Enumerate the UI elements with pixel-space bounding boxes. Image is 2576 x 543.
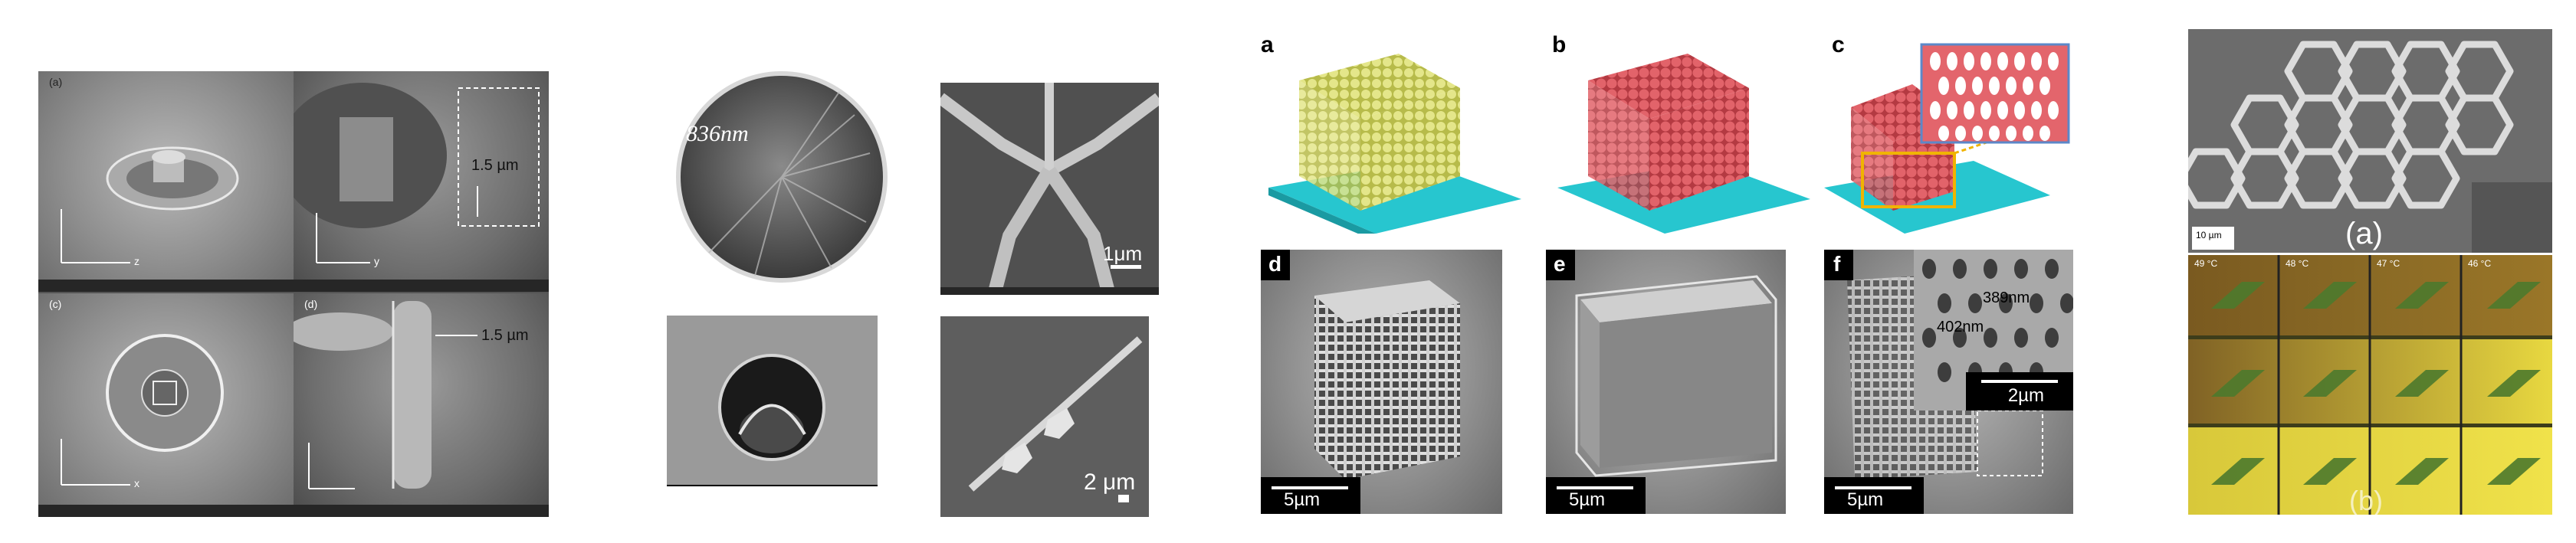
corner-box (1824, 250, 1853, 280)
scale-label: 5µm (1847, 489, 1884, 510)
sem-info-bar (294, 505, 549, 517)
axis-label: z (134, 255, 139, 267)
axis-label: x (134, 477, 139, 489)
sem-info-bar (294, 280, 549, 292)
model-b (1542, 46, 1818, 234)
scale-bar-box (1546, 477, 1646, 514)
scale-label: 1μm (1103, 242, 1143, 265)
scale-label: 5µm (1569, 489, 1606, 510)
temperature-label: 46 °C (2468, 258, 2492, 269)
scale-bar (1835, 486, 1911, 489)
subpanel-label: (d) (304, 298, 318, 310)
ring-top-view (61, 334, 224, 486)
sem-subpanel-b: 1.5 µm y (294, 71, 549, 292)
model-c-svg (1824, 43, 2070, 234)
scale-label: 10 µm (2196, 230, 2222, 240)
temperature-label: 47 °C (2377, 258, 2400, 269)
scale-label: 2µm (2007, 385, 2044, 406)
sem-info-bar (38, 505, 294, 517)
figure-label-d: d (1268, 252, 1282, 276)
corner-box (1261, 250, 1290, 280)
panel-label-a: (a) (2345, 217, 2383, 250)
cavity-image (667, 316, 878, 516)
corner-box (1546, 250, 1575, 280)
panel-label-b: (b) (2349, 485, 2383, 515)
sem-block-f: 389nm 402nm 2µm 5µm f (1824, 250, 2073, 514)
bead-svg (968, 336, 1143, 502)
scale-label: 5µm (1284, 489, 1321, 510)
sem-block-e: 5µm e (1546, 250, 1786, 514)
subpanel-label: (c) (49, 298, 62, 310)
sem-subpanel-c: (c) x (38, 293, 294, 517)
measure-label: 1.5 µm (481, 327, 529, 344)
inset-scale-box (1966, 372, 2073, 411)
figure-label-b: b (1552, 32, 1567, 57)
tall-pillar (294, 301, 477, 489)
junction-svg (940, 83, 1159, 295)
pillar-on-disk (61, 146, 239, 263)
sem-info-bar (940, 287, 1159, 295)
scale-bar (1981, 380, 2058, 383)
axis-label: y (374, 255, 379, 267)
thermal-map-grid: 49 °C 48 °C 47 °C 46 °C (b) (2188, 255, 2552, 515)
dimension-label: 389nm (1983, 289, 2030, 306)
disk-dimension: 836nm (686, 121, 749, 146)
model-a-svg (1268, 54, 1521, 234)
model-a (1253, 46, 1529, 234)
inset-porous: 389nm 402nm 2µm (1914, 250, 2073, 411)
honeycomb-sem: 10 µm (a) (2188, 29, 2552, 253)
sem-info-bar (38, 280, 294, 292)
sem-figure-1: (a) z 1.5 µm y (c) x (38, 71, 549, 517)
scale-bar (1557, 486, 1633, 489)
model-c (1820, 38, 2073, 237)
sem-woodpile-d: 5µm d (1261, 250, 1502, 514)
block-e-svg (1575, 275, 1777, 477)
figure-label-e: e (1554, 252, 1566, 276)
dimension-label: 402nm (1937, 319, 1984, 335)
sem-subpanel-d: (d) 1.5 µm (294, 293, 549, 517)
trench-view (294, 83, 540, 263)
sem-subpanel-a: (a) z (38, 71, 294, 292)
scale-label: 2 μm (1084, 469, 1136, 495)
temperature-label: 49 °C (2194, 258, 2218, 269)
temperature-label: 48 °C (2286, 258, 2309, 269)
subpanel-label: (a) (49, 76, 63, 88)
figure-label-f: f (1833, 252, 1841, 276)
waveguide-junction-image: 1μm (940, 83, 1159, 295)
bead-waveguide-image: 2 μm (940, 316, 1149, 517)
cavity-svg (667, 354, 878, 516)
figure-label-a: a (1261, 32, 1274, 57)
honeycomb-svg (2188, 41, 2552, 253)
microdisk-svg (676, 71, 888, 283)
thermal-map-svg (2188, 255, 2552, 515)
scale-bar-box (1261, 477, 1360, 514)
figure-label-c: c (1832, 32, 1845, 57)
microdisk-image: 836nm (663, 69, 901, 285)
scale-bar (1272, 486, 1348, 489)
measure-label: 1.5 µm (471, 157, 519, 174)
scale-bar-box (1824, 477, 1924, 514)
model-b-svg (1557, 54, 1810, 234)
woodpile-d-svg (1314, 280, 1460, 479)
